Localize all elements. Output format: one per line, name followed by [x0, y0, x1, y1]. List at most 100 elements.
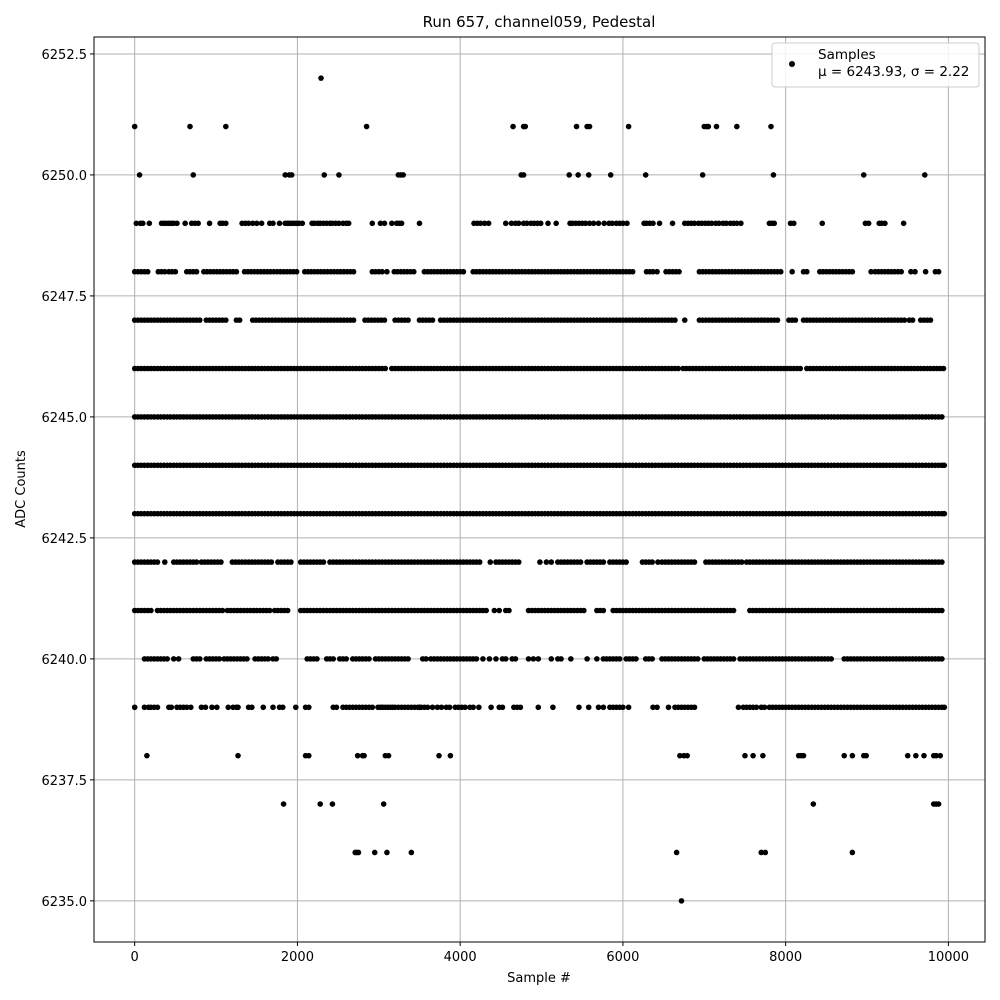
data-point	[665, 704, 672, 711]
data-point	[649, 559, 655, 565]
data-point	[284, 607, 291, 614]
data-point	[912, 268, 918, 275]
data-point	[586, 123, 593, 130]
data-point	[573, 123, 580, 130]
data-point	[460, 268, 467, 275]
data-point	[691, 220, 698, 227]
data-point	[730, 656, 737, 662]
data-point	[318, 75, 324, 81]
data-point	[758, 849, 765, 856]
data-point	[144, 752, 150, 759]
y-tick-label: 6252.5	[42, 48, 88, 63]
data-point	[195, 220, 201, 227]
data-point	[320, 559, 327, 565]
y-tick-label: 6250.0	[42, 169, 88, 184]
data-point	[206, 220, 213, 227]
data-point	[713, 123, 720, 130]
data-point	[512, 656, 519, 662]
data-point	[656, 220, 663, 227]
data-point	[585, 172, 592, 178]
data-point	[350, 268, 357, 275]
data-point	[480, 656, 486, 662]
data-point	[939, 559, 945, 565]
y-axis-label: ADC Counts	[14, 450, 29, 528]
grid-lines	[94, 37, 985, 942]
data-point	[508, 220, 515, 227]
data-point	[566, 172, 572, 178]
data-point	[436, 752, 442, 759]
data-point	[188, 704, 194, 711]
data-point	[193, 559, 200, 565]
data-point	[493, 656, 499, 662]
data-point	[223, 123, 229, 130]
data-point	[476, 704, 482, 711]
data-point	[306, 752, 312, 759]
data-point	[678, 898, 685, 904]
data-point	[377, 220, 384, 227]
data-point	[141, 704, 148, 711]
data-point	[849, 268, 856, 275]
data-point	[380, 801, 387, 807]
data-point	[235, 752, 241, 759]
data-point	[144, 268, 151, 275]
data-point	[600, 607, 607, 614]
data-point	[691, 704, 698, 711]
data-point	[343, 656, 350, 662]
data-point	[244, 656, 250, 662]
data-point	[789, 268, 795, 275]
data-point	[270, 220, 276, 227]
data-point	[473, 656, 480, 662]
data-point	[750, 752, 756, 759]
data-point	[131, 123, 138, 130]
data-point	[398, 220, 405, 227]
x-tick-label: 0	[131, 950, 139, 965]
data-point	[937, 752, 944, 759]
legend-marker	[789, 61, 795, 67]
data-point	[154, 559, 161, 565]
data-point	[131, 704, 138, 711]
x-tick-label: 10000	[928, 950, 969, 965]
data-point	[669, 220, 676, 227]
data-point	[434, 704, 441, 711]
data-point	[558, 656, 564, 662]
data-point	[381, 317, 388, 323]
data-point	[146, 220, 153, 227]
data-point	[723, 220, 730, 227]
data-point	[790, 220, 797, 227]
data-point	[677, 752, 683, 759]
data-point	[336, 220, 342, 227]
data-point	[477, 220, 484, 227]
data-point	[616, 656, 623, 662]
data-point	[620, 220, 626, 227]
data-point	[810, 801, 817, 807]
data-point	[548, 656, 555, 662]
data-point	[446, 704, 453, 711]
data-point	[863, 752, 869, 759]
data-point	[649, 656, 655, 662]
x-axis-ticks: 0 2000 4000 6000 8000 10000	[131, 942, 969, 965]
data-point	[768, 123, 774, 130]
data-point	[774, 317, 781, 323]
data-point	[882, 220, 888, 227]
data-point	[515, 220, 522, 227]
data-point	[384, 849, 390, 856]
data-point	[330, 656, 337, 662]
data-point	[900, 220, 907, 227]
data-point	[429, 704, 436, 711]
data-point	[266, 607, 273, 614]
data-point	[486, 656, 493, 662]
data-point	[742, 752, 748, 759]
data-point	[553, 220, 559, 227]
data-point	[333, 704, 340, 711]
data-point	[585, 704, 592, 711]
data-point	[429, 317, 436, 323]
data-point	[424, 704, 431, 711]
data-point	[535, 656, 542, 662]
data-point	[898, 268, 904, 275]
data-point	[175, 656, 182, 662]
data-point	[236, 317, 243, 323]
data-point	[345, 220, 352, 227]
data-point	[517, 704, 524, 711]
data-point	[841, 752, 848, 759]
data-point	[253, 220, 260, 227]
